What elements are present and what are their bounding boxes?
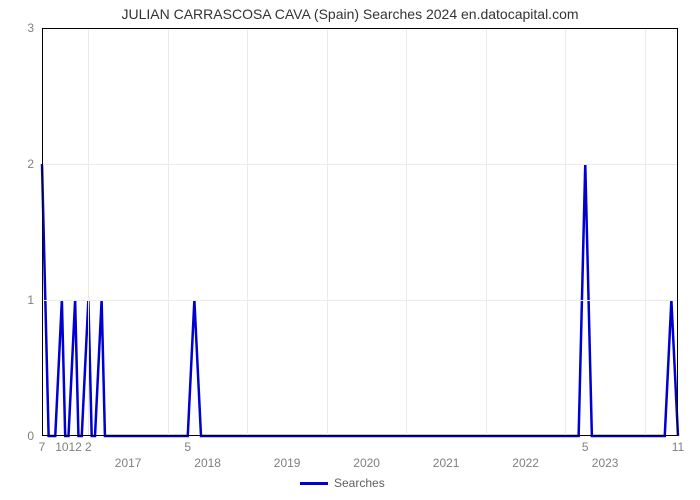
y-tick-label: 2 (27, 157, 42, 171)
x-tick-minor-label: 2 (85, 436, 92, 454)
gridline-v (327, 28, 328, 436)
y-tick-label: 1 (27, 293, 42, 307)
x-tick-minor-label: 5 (184, 436, 191, 454)
gridline-v (247, 28, 248, 436)
x-tick-minor-label: 10 (55, 436, 68, 454)
x-tick-year-label: 2023 (592, 436, 619, 470)
gridline-v (406, 28, 407, 436)
axis-top (42, 28, 678, 29)
y-tick-label: 3 (27, 21, 42, 35)
line-series (42, 28, 678, 436)
gridline-h (42, 300, 678, 301)
x-tick-minor-label: 5 (582, 436, 589, 454)
legend-swatch (300, 482, 328, 485)
x-tick-year-label: 2018 (194, 436, 221, 470)
x-tick-year-label: 2022 (512, 436, 539, 470)
gridline-h (42, 164, 678, 165)
x-tick-year-label: 2017 (115, 436, 142, 470)
chart-container: JULIAN CARRASCOSA CAVA (Spain) Searches … (0, 0, 700, 500)
plot-area: 0123710122551120172018201920202021202220… (42, 28, 678, 436)
chart-title: JULIAN CARRASCOSA CAVA (Spain) Searches … (0, 6, 700, 22)
x-tick-minor-label: 12 (68, 436, 81, 454)
gridline-v (88, 28, 89, 436)
gridline-v (168, 28, 169, 436)
x-tick-minor-label: 7 (39, 436, 46, 454)
axis-left (42, 28, 43, 436)
x-tick-year-label: 2019 (274, 436, 301, 470)
x-tick-year-label: 2021 (433, 436, 460, 470)
axis-right (677, 28, 678, 436)
x-tick-minor-label: 11 (672, 436, 684, 454)
x-tick-year-label: 2020 (353, 436, 380, 470)
legend-label: Searches (334, 476, 385, 490)
gridline-v (565, 28, 566, 436)
gridline-v (645, 28, 646, 436)
legend: Searches (300, 476, 385, 490)
gridline-v (486, 28, 487, 436)
